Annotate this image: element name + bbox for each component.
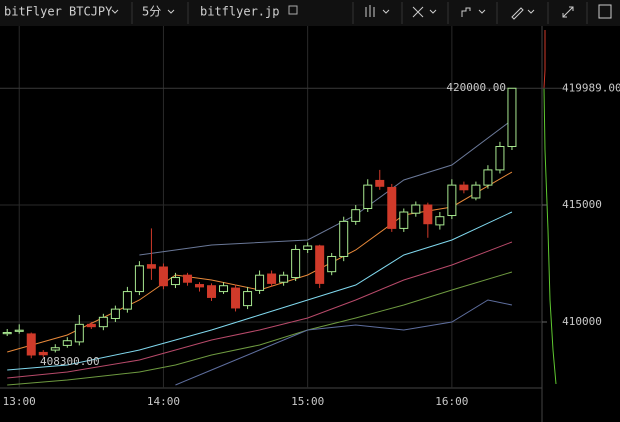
last-price-label: 419989.00 bbox=[562, 81, 620, 94]
candle-body bbox=[26, 333, 36, 356]
candle-body bbox=[122, 291, 132, 310]
candle-body bbox=[50, 347, 60, 351]
moving-average bbox=[7, 211, 513, 371]
toolbar: bitFlyer BTCJPY 5分 bitflyer.jp bbox=[0, 0, 620, 26]
candle-body bbox=[38, 351, 48, 356]
candle-body bbox=[411, 204, 421, 214]
candle-body bbox=[387, 186, 397, 229]
candle-body bbox=[507, 87, 517, 148]
x-tick-label: 15:00 bbox=[291, 395, 324, 408]
candle-body bbox=[483, 169, 493, 186]
site-link[interactable]: bitflyer.jp bbox=[200, 5, 279, 19]
candle-body bbox=[2, 332, 12, 335]
candle-body bbox=[423, 204, 433, 225]
candle-body bbox=[62, 340, 72, 346]
candle-body bbox=[351, 209, 361, 222]
candle-body bbox=[459, 184, 469, 191]
low-label: 408300.00 bbox=[40, 355, 100, 368]
symbol[interactable]: bitFlyer BTCJPY bbox=[4, 5, 113, 19]
candle-body bbox=[194, 284, 204, 288]
candle-body bbox=[339, 220, 349, 257]
candle-body bbox=[435, 216, 445, 226]
dropdown-icon[interactable] bbox=[382, 9, 390, 14]
candle-body bbox=[267, 273, 277, 284]
depth-asks bbox=[543, 30, 546, 89]
compare-icon[interactable] bbox=[461, 7, 471, 17]
candle-body bbox=[170, 277, 180, 286]
candle-body bbox=[471, 184, 481, 199]
candle-body bbox=[14, 329, 24, 332]
candle-body bbox=[110, 308, 120, 319]
chart-type-icon[interactable] bbox=[365, 5, 375, 17]
dropdown-icon[interactable] bbox=[527, 9, 535, 14]
candle-body bbox=[399, 211, 409, 229]
depth-bids bbox=[543, 87, 557, 385]
candle-body bbox=[315, 245, 325, 284]
candle-body bbox=[447, 184, 457, 217]
candle-body bbox=[207, 285, 217, 298]
indicator-icon[interactable] bbox=[412, 6, 424, 18]
dropdown-icon[interactable] bbox=[478, 9, 486, 14]
interval[interactable]: 5分 bbox=[142, 5, 161, 19]
candle-body bbox=[86, 323, 96, 328]
external-icon[interactable] bbox=[288, 5, 298, 15]
high-label: 420000.00 bbox=[446, 81, 506, 94]
dropdown-icon[interactable] bbox=[167, 9, 175, 14]
moving-average bbox=[175, 299, 513, 386]
y-tick-label: 410000 bbox=[562, 315, 602, 328]
moving-average bbox=[7, 241, 513, 379]
candle-body bbox=[375, 179, 385, 187]
dropdown-icon[interactable] bbox=[429, 9, 437, 14]
candle-body bbox=[231, 287, 241, 309]
x-tick-label: 13:00 bbox=[3, 395, 36, 408]
candle-body bbox=[303, 245, 313, 250]
candle-body bbox=[98, 316, 108, 328]
x-tick-label: 16:00 bbox=[435, 395, 468, 408]
candle-body bbox=[243, 291, 253, 307]
candle-body bbox=[146, 264, 156, 269]
candle-body bbox=[255, 274, 265, 291]
candle-body bbox=[219, 285, 229, 293]
candle-body bbox=[158, 266, 168, 287]
moving-average bbox=[7, 271, 513, 386]
dropdown-icon[interactable] bbox=[111, 9, 119, 14]
y-tick-label: 415000 bbox=[562, 198, 602, 211]
candle-body bbox=[74, 323, 84, 343]
x-tick-label: 14:00 bbox=[147, 395, 180, 408]
snapshot-icon[interactable] bbox=[598, 4, 612, 19]
fullscreen-icon[interactable] bbox=[562, 6, 574, 18]
candle-body bbox=[327, 255, 337, 273]
draw-icon[interactable] bbox=[511, 7, 524, 20]
candle-body bbox=[363, 184, 373, 210]
candle-body bbox=[182, 274, 192, 283]
candle-body bbox=[495, 146, 505, 171]
candle-body bbox=[279, 274, 289, 283]
candle-body bbox=[134, 265, 144, 293]
candle-body bbox=[291, 248, 301, 279]
